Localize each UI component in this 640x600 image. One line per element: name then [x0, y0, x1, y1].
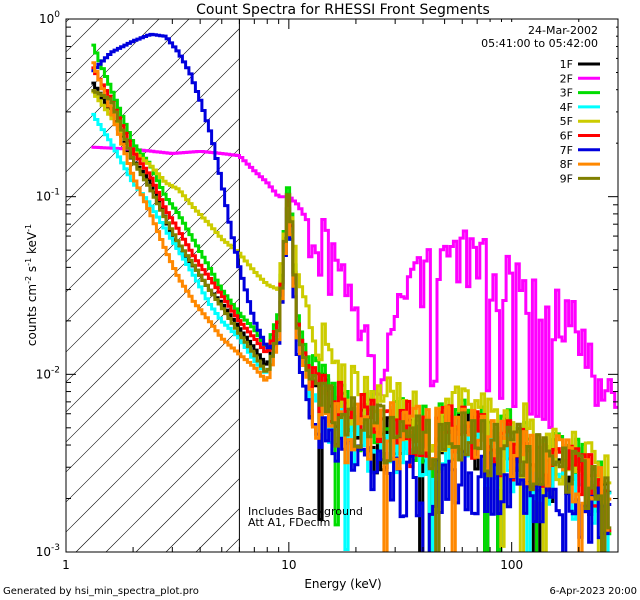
y-tick-label: 10-2 — [36, 365, 60, 381]
y-tick-label: 10-3 — [36, 543, 60, 559]
legend-label-8F: 8F — [560, 158, 573, 171]
legend-label-4F: 4F — [560, 101, 573, 114]
hatch-line — [66, 19, 280, 233]
x-axis-label: Energy (keV) — [304, 577, 381, 591]
hatch-line — [66, 19, 220, 173]
legend-label-7F: 7F — [560, 144, 573, 157]
legend-label-2F: 2F — [560, 72, 573, 85]
x-tick-labels: 1 10 100 — [62, 558, 523, 572]
series-2F-line — [91, 145, 618, 429]
legend-label-1F: 1F — [560, 58, 573, 71]
hatch-line — [66, 19, 190, 143]
hatch-line — [66, 19, 100, 53]
note-background: Includes Background — [248, 505, 363, 518]
legend-label-9F: 9F — [560, 172, 573, 185]
legend-label-6F: 6F — [560, 130, 573, 143]
y-tick-labels: 100 10-1 10-2 10-3 — [36, 10, 61, 559]
legend-time-range: 05:41:00 to 05:42:00 — [481, 37, 598, 50]
series-9F-line — [91, 89, 612, 552]
series-layer — [91, 32, 618, 552]
x-tick-label: 10 — [281, 558, 296, 572]
hatch-line — [66, 19, 250, 203]
legend-label-3F: 3F — [560, 87, 573, 100]
footer-timestamp: 6-Apr-2023 20:00 — [550, 586, 637, 597]
chart-title: Count Spectra for RHESSI Front Segments — [196, 2, 490, 18]
hatch-line — [66, 19, 160, 113]
plot-frame — [65, 18, 619, 553]
x-tick-label: 100 — [500, 558, 523, 572]
x-tick-label: 1 — [62, 558, 70, 572]
series-8F-line — [91, 61, 612, 552]
y-tick-label: 100 — [39, 10, 60, 26]
footer-generator: Generated by hsi_min_spectra_plot.pro — [3, 586, 199, 597]
hatch-line — [66, 19, 310, 263]
legend-label-5F: 5F — [560, 115, 573, 128]
legend-date: 24-Mar-2002 — [528, 24, 598, 37]
y-tick-label: 10-1 — [36, 188, 60, 204]
y-axis-label: counts cm-2 s-1 keV-1 — [24, 224, 39, 346]
note-attenuator: Att A1, FDecim — [248, 516, 330, 529]
